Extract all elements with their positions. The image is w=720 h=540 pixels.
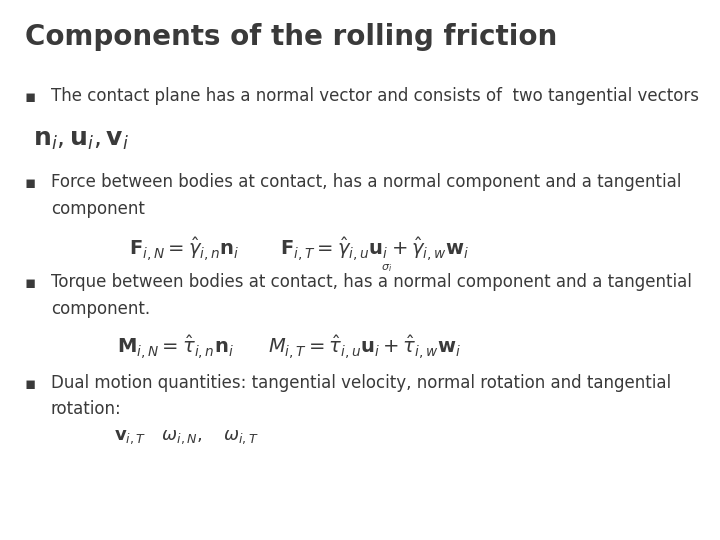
Text: $\mathbf{n}_{i}, \mathbf{u}_{i}, \mathbf{v}_{i}$: $\mathbf{n}_{i}, \mathbf{u}_{i}, \mathbf…	[33, 127, 130, 152]
Text: $M_{i,T} = \hat{\tau}_{i,u}\mathbf{u}_i + \hat{\tau}_{i,w}\mathbf{w}_i$: $M_{i,T} = \hat{\tau}_{i,u}\mathbf{u}_i …	[268, 333, 462, 361]
Text: Components of the rolling friction: Components of the rolling friction	[24, 23, 557, 51]
Text: $\mathbf{F}_{i,T} = \hat{\gamma}_{i,u}\mathbf{u}_i + \hat{\gamma}_{i,w}\mathbf{w: $\mathbf{F}_{i,T} = \hat{\gamma}_{i,u}\m…	[279, 235, 469, 263]
Text: Force between bodies at contact, has a normal component and a tangential
compone: Force between bodies at contact, has a n…	[50, 173, 681, 218]
Text: ▪: ▪	[24, 375, 36, 393]
Text: $\mathbf{F}_{i,N} = \hat{\gamma}_{i,n}\mathbf{n}_i$: $\mathbf{F}_{i,N} = \hat{\gamma}_{i,n}\m…	[129, 235, 240, 263]
Text: Dual motion quantities: tangential velocity, normal rotation and tangential
rota: Dual motion quantities: tangential veloc…	[50, 374, 671, 418]
Text: $\mathbf{M}_{i,N} = \hat{\tau}_{i,n}\mathbf{n}_i$: $\mathbf{M}_{i,N} = \hat{\tau}_{i,n}\mat…	[117, 333, 234, 361]
Text: Torque between bodies at contact, has a normal component and a tangential
compon: Torque between bodies at contact, has a …	[50, 273, 691, 318]
Text: $\sigma_i$: $\sigma_i$	[381, 262, 392, 274]
Text: ▪: ▪	[24, 89, 36, 106]
Text: $\mathbf{v}_{i,T} \quad \omega_{i,N}, \quad \omega_{i,T}$: $\mathbf{v}_{i,T} \quad \omega_{i,N}, \q…	[114, 428, 259, 447]
Text: ▪: ▪	[24, 274, 36, 292]
Text: ▪: ▪	[24, 174, 36, 192]
Text: The contact plane has a normal vector and consists of  two tangential vectors: The contact plane has a normal vector an…	[50, 87, 698, 105]
